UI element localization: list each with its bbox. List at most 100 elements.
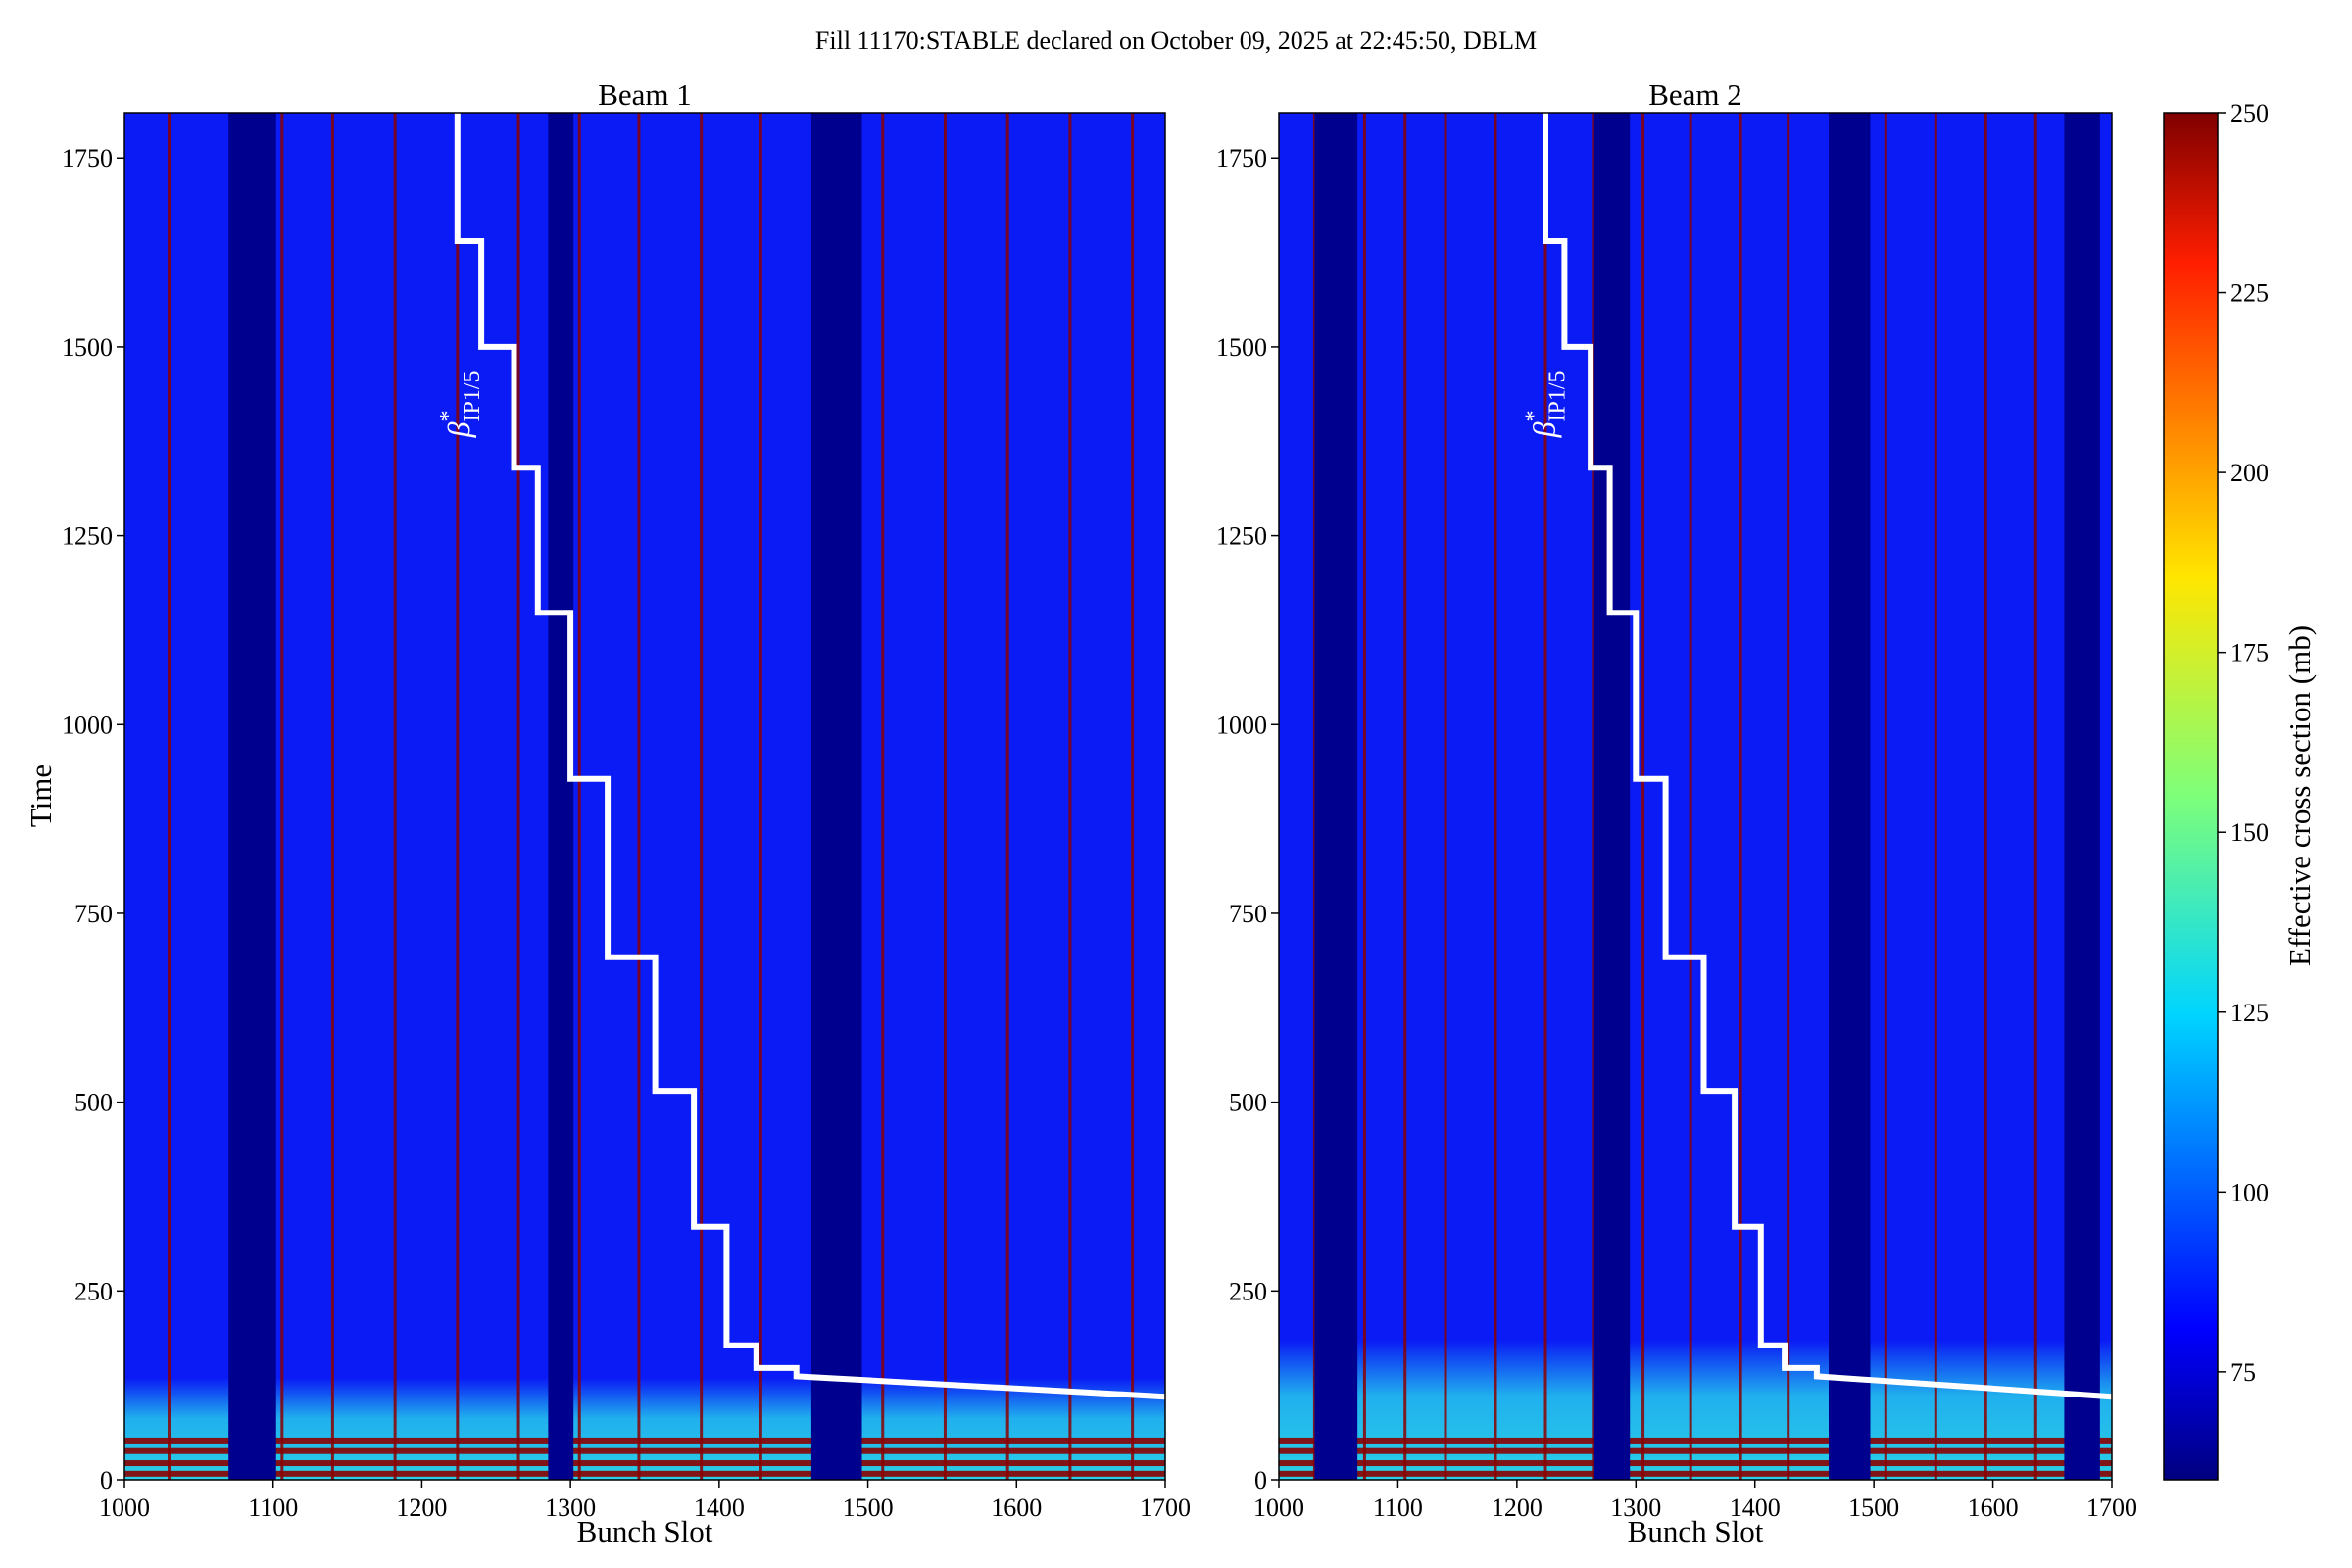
train-gap xyxy=(1314,113,1358,1480)
beam-2-x-ticks: 1000 1100 1200 1300 1400 1500 1600 1700 xyxy=(1253,1480,2137,1522)
y-tick-label: 1250 xyxy=(62,522,113,551)
y-tick-label: 0 xyxy=(1254,1466,1267,1494)
x-tick-label: 1700 xyxy=(1140,1494,1191,1522)
x-tick-label: 1000 xyxy=(1253,1494,1304,1522)
train-edge-line xyxy=(1739,113,1742,1480)
y-tick-label: 1750 xyxy=(1216,144,1267,172)
heatmap-red-line xyxy=(1279,1437,2112,1444)
train-edge-line xyxy=(1787,113,1790,1480)
x-tick-label: 1000 xyxy=(99,1494,150,1522)
train-gap xyxy=(1829,113,1871,1480)
colorbar-tick-label: 75 xyxy=(2230,1358,2256,1387)
step-line xyxy=(1543,113,2113,1400)
colorbar-gradient xyxy=(2163,112,2219,1481)
beam-2-panel: Beam 2 β*IP1/5 1000 1100 1200 1300 1400 1500 1… xyxy=(1216,77,2137,1548)
train-edge-line xyxy=(759,113,762,1480)
colorbar-tick-label: 125 xyxy=(2230,999,2269,1027)
x-tick-label: 1600 xyxy=(1968,1494,2019,1522)
heatmap-low-band xyxy=(1279,1340,2112,1480)
colorbar-ticks: 75 100 125 150 175 200 225 250 xyxy=(2218,99,2269,1387)
train-edge-line xyxy=(1362,113,1366,1480)
heatmap-red-line xyxy=(1279,1470,2112,1477)
train-edge-line xyxy=(456,113,460,1480)
train-gap xyxy=(1593,113,1631,1480)
train-edge-line xyxy=(1884,113,1887,1480)
y-tick-label: 250 xyxy=(74,1277,113,1305)
y-tick-label: 500 xyxy=(1229,1089,1267,1117)
colorbar-tick-label: 100 xyxy=(2230,1178,2269,1206)
x-tick-label: 1600 xyxy=(991,1494,1042,1522)
beam-1-x-label: Bunch Slot xyxy=(577,1514,713,1548)
train-edge-line xyxy=(1068,113,1072,1480)
beam-2-x-label: Bunch Slot xyxy=(1628,1514,1764,1548)
beam-1-y-ticks: 0 250 500 750 1000 1250 1500 1750 xyxy=(62,144,124,1494)
colorbar-tick-label: 250 xyxy=(2230,99,2269,127)
train-edge-line xyxy=(1984,113,1987,1480)
beam-1-heatmap xyxy=(124,113,1165,1480)
train-gap xyxy=(810,113,862,1480)
train-edge-line xyxy=(881,113,885,1480)
beam-2-frame xyxy=(1278,112,2113,1481)
train-edge-line xyxy=(1403,113,1407,1480)
beam-1-x-ticks: 1000 1100 1200 1300 1400 1500 1600 1700 xyxy=(99,1480,1191,1522)
y-tick-label: 1500 xyxy=(62,333,113,362)
train-edge-line xyxy=(1934,113,1937,1480)
train-edge-line xyxy=(700,113,704,1480)
beam-1-frame xyxy=(123,112,1166,1481)
y-tick-label: 250 xyxy=(1229,1277,1267,1305)
beam-2-step-curve xyxy=(1543,113,2113,1400)
x-tick-label: 1200 xyxy=(396,1494,447,1522)
train-gap xyxy=(2064,113,2100,1480)
heatmap-red-line xyxy=(1279,1460,2112,1467)
x-tick-label: 1300 xyxy=(545,1494,596,1522)
y-tick-label: 1000 xyxy=(1216,710,1267,739)
y-tick-label: 1000 xyxy=(62,710,113,739)
train-edge-line xyxy=(1494,113,1497,1480)
y-tick-label: 1500 xyxy=(1216,333,1267,362)
y-tick-label: 750 xyxy=(74,900,113,928)
y-tick-label: 1250 xyxy=(1216,522,1267,551)
x-tick-label: 1500 xyxy=(843,1494,894,1522)
beam-1-y-label: Time xyxy=(24,764,58,827)
x-tick-label: 1700 xyxy=(2086,1494,2137,1522)
beam-2-beta-annotation: β*IP1/5 xyxy=(1522,370,1571,438)
x-tick-label: 1400 xyxy=(694,1494,745,1522)
y-tick-label: 750 xyxy=(1229,900,1267,928)
beam-1-panel: Beam 1 β*IP1/5 1000 1100 1200 1300 1400 1500 1… xyxy=(24,77,1191,1548)
colorbar-tick-label: 200 xyxy=(2230,459,2269,487)
train-edge-line xyxy=(516,113,520,1480)
colorbar-tick-label: 225 xyxy=(2230,279,2269,308)
x-tick-label: 1300 xyxy=(1610,1494,1661,1522)
beam-2-title: Beam 2 xyxy=(1648,77,1742,112)
y-tick-label: 0 xyxy=(100,1466,113,1494)
heatmap-red-line xyxy=(1279,1447,2112,1454)
train-edge-line xyxy=(1005,113,1009,1480)
beam-2-heatmap xyxy=(1279,113,2112,1480)
x-tick-label: 1100 xyxy=(1373,1494,1423,1522)
train-edge-line xyxy=(280,113,284,1480)
colorbar: 75 100 125 150 175 200 225 250 Effective cross … xyxy=(2163,99,2317,1481)
train-edge-line xyxy=(1689,113,1692,1480)
y-tick-label: 1750 xyxy=(62,144,113,172)
suptitle: Fill 11170:STABLE declared on October 09… xyxy=(815,26,1537,55)
train-edge-line xyxy=(1444,113,1447,1480)
train-edge-line xyxy=(1544,113,1547,1480)
train-edge-line xyxy=(168,113,172,1480)
heatmap-red-line xyxy=(124,1437,1165,1444)
train-edge-line xyxy=(330,113,334,1480)
heatmap-red-line xyxy=(124,1447,1165,1454)
y-tick-label: 500 xyxy=(74,1089,113,1117)
train-edge-line xyxy=(393,113,397,1480)
train-edge-line xyxy=(2034,113,2037,1480)
train-edge-line xyxy=(577,113,581,1480)
train-edge-line xyxy=(1642,113,1645,1480)
beam-1-step-curve xyxy=(454,113,1166,1400)
x-tick-label: 1400 xyxy=(1730,1494,1781,1522)
colorbar-tick-label: 175 xyxy=(2230,639,2269,667)
train-edge-line xyxy=(943,113,947,1480)
train-gap xyxy=(228,113,276,1480)
heatmap-red-line xyxy=(124,1470,1165,1477)
step-line xyxy=(454,113,1166,1400)
train-gap xyxy=(548,113,574,1480)
